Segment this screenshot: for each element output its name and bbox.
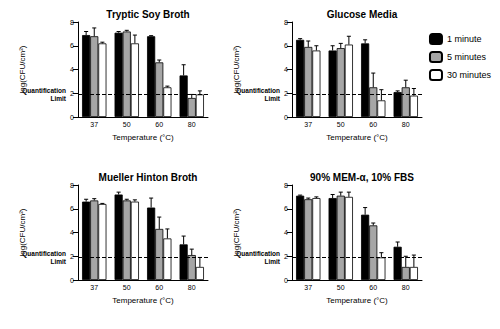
svg-text:37: 37	[90, 121, 98, 128]
svg-text:2: 2	[70, 90, 74, 97]
svg-text:4: 4	[284, 66, 288, 73]
svg-text:Temperature (°C): Temperature (°C)	[326, 296, 388, 305]
svg-text:90% MEM-α, 10% FBS: 90% MEM-α, 10% FBS	[310, 172, 414, 183]
svg-text:0: 0	[284, 114, 288, 121]
svg-text:50: 50	[123, 284, 131, 291]
svg-text:8: 8	[70, 182, 74, 189]
svg-text:Limit: Limit	[50, 258, 66, 265]
svg-text:6: 6	[70, 42, 74, 49]
svg-text:30 minutes: 30 minutes	[447, 70, 492, 80]
svg-text:5 minutes: 5 minutes	[447, 52, 487, 62]
svg-text:log(CFU/cm²): log(CFU/cm²)	[17, 45, 27, 94]
svg-text:1 minute: 1 minute	[447, 34, 482, 44]
svg-text:80: 80	[188, 284, 196, 291]
svg-text:log(CFU/cm²): log(CFU/cm²)	[231, 208, 241, 257]
svg-text:37: 37	[304, 284, 312, 291]
svg-text:Temperature (°C): Temperature (°C)	[112, 296, 174, 305]
svg-text:Quantification: Quantification	[236, 87, 280, 95]
svg-text:8: 8	[70, 19, 74, 26]
svg-text:2: 2	[284, 90, 288, 97]
svg-text:8: 8	[284, 19, 288, 26]
svg-text:Limit: Limit	[50, 95, 66, 102]
svg-text:80: 80	[402, 284, 410, 291]
svg-text:50: 50	[123, 121, 131, 128]
svg-text:4: 4	[70, 229, 74, 236]
svg-text:Mueller Hinton Broth: Mueller Hinton Broth	[99, 172, 198, 183]
svg-text:log(CFU/cm²): log(CFU/cm²)	[231, 45, 241, 94]
svg-text:37: 37	[304, 121, 312, 128]
svg-text:Quantification: Quantification	[22, 250, 66, 258]
svg-text:4: 4	[284, 229, 288, 236]
svg-text:60: 60	[155, 284, 163, 291]
svg-text:Limit: Limit	[264, 258, 280, 265]
svg-text:37: 37	[90, 284, 98, 291]
svg-text:80: 80	[188, 121, 196, 128]
svg-text:0: 0	[70, 277, 74, 284]
svg-text:0: 0	[70, 114, 74, 121]
svg-text:Quantification: Quantification	[236, 250, 280, 258]
svg-text:80: 80	[402, 121, 410, 128]
svg-text:4: 4	[70, 66, 74, 73]
svg-text:2: 2	[284, 253, 288, 260]
svg-text:60: 60	[155, 121, 163, 128]
svg-text:log(CFU/cm²): log(CFU/cm²)	[17, 208, 27, 257]
svg-text:60: 60	[369, 284, 377, 291]
svg-text:Quantification: Quantification	[22, 87, 66, 95]
svg-text:60: 60	[369, 121, 377, 128]
svg-text:Temperature (°C): Temperature (°C)	[326, 133, 388, 142]
svg-text:Temperature (°C): Temperature (°C)	[112, 133, 174, 142]
svg-text:0: 0	[284, 277, 288, 284]
svg-text:2: 2	[70, 253, 74, 260]
svg-text:Tryptic Soy Broth: Tryptic Soy Broth	[106, 9, 189, 20]
svg-text:50: 50	[337, 121, 345, 128]
svg-text:Limit: Limit	[264, 95, 280, 102]
svg-text:8: 8	[284, 182, 288, 189]
svg-text:6: 6	[284, 205, 288, 212]
svg-text:50: 50	[337, 284, 345, 291]
svg-text:6: 6	[70, 205, 74, 212]
svg-text:6: 6	[284, 42, 288, 49]
svg-text:Glucose Media: Glucose Media	[327, 9, 398, 20]
